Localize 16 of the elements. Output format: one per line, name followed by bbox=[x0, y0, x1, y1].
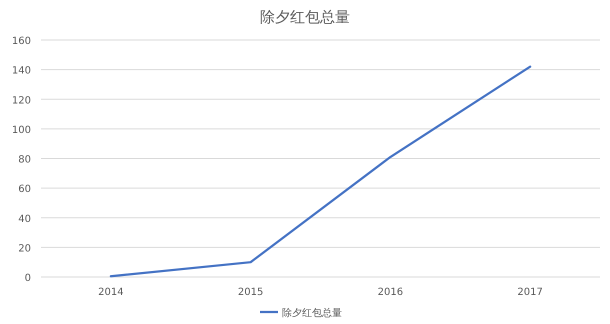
y-tick-label: 160 bbox=[12, 36, 31, 47]
y-tick-label: 40 bbox=[18, 214, 31, 225]
x-tick-label: 2015 bbox=[238, 287, 264, 298]
line-series bbox=[110, 66, 532, 278]
y-tick-label: 120 bbox=[12, 95, 31, 106]
y-tick-label: 100 bbox=[12, 124, 31, 136]
y-tick-label: 20 bbox=[18, 243, 31, 254]
y-tick-label: 0 bbox=[24, 273, 31, 284]
legend-label: 除夕红包总量 bbox=[282, 307, 342, 319]
x-tick-label: 2014 bbox=[98, 287, 124, 298]
x-tick-label: 2017 bbox=[517, 287, 543, 298]
y-tick-label: 140 bbox=[12, 66, 31, 77]
y-tick-label: 80 bbox=[18, 154, 31, 166]
x-tick-label: 2016 bbox=[378, 287, 404, 298]
chart-title: 除夕红包总量 bbox=[260, 8, 350, 26]
y-tick-label: 60 bbox=[18, 184, 31, 196]
